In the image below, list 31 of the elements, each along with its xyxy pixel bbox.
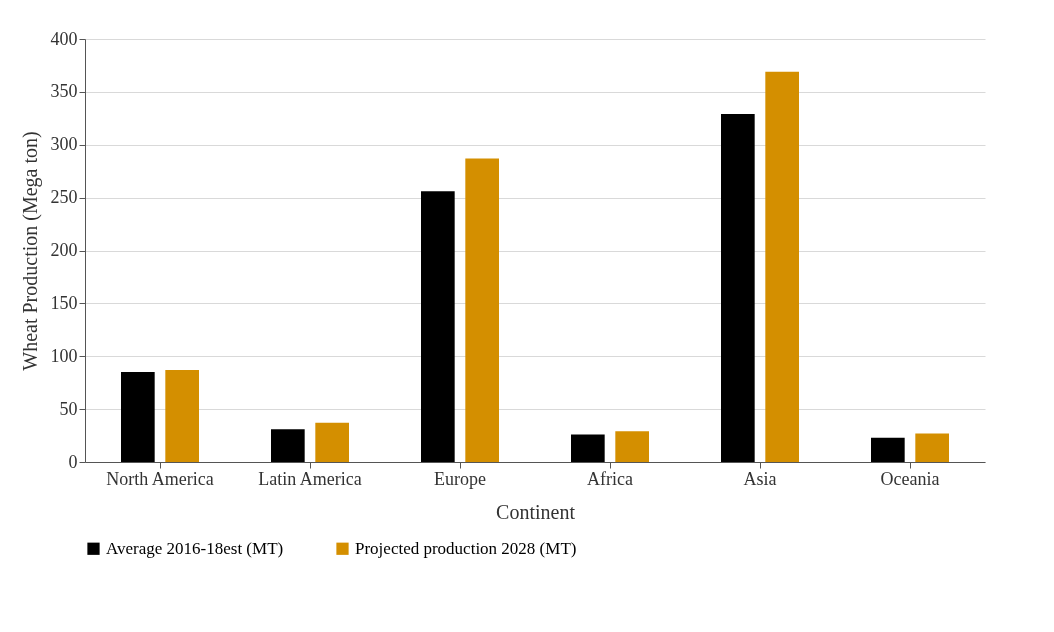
bar [315,422,349,462]
bar [271,429,305,462]
bar [721,114,755,462]
x-tick-label: Asia [743,468,777,489]
bar [421,191,455,462]
x-axis-title: Continent [496,500,576,523]
y-tick-label: 50 [59,398,78,419]
y-tick-label: 150 [50,292,78,313]
bar [871,437,905,462]
y-axis-title: Wheat Production (Mega ton) [18,131,42,371]
y-tick-label: 0 [68,451,78,472]
bar [915,433,949,462]
y-tick-label: 250 [50,187,78,208]
y-tick-label: 300 [50,134,78,155]
bar [121,372,155,462]
x-tick-label: Europe [434,468,486,489]
y-tick-label: 200 [50,240,78,260]
y-tick-label: 100 [50,345,78,366]
x-tick-label: Africa [587,468,633,489]
legend-label: Average 2016-18est (MT) [106,538,284,558]
legend-label: Projected production 2028 (MT) [355,538,577,558]
x-tick-label: Latin America [258,468,362,489]
bar [165,370,199,462]
bar [615,431,649,462]
x-tick-label: Oceania [880,468,940,489]
y-tick-label: 400 [50,28,78,49]
bar [765,71,799,462]
y-tick-label: 350 [50,81,78,102]
x-tick-label: North America [106,468,214,489]
bar [465,158,499,462]
bar [571,434,605,462]
